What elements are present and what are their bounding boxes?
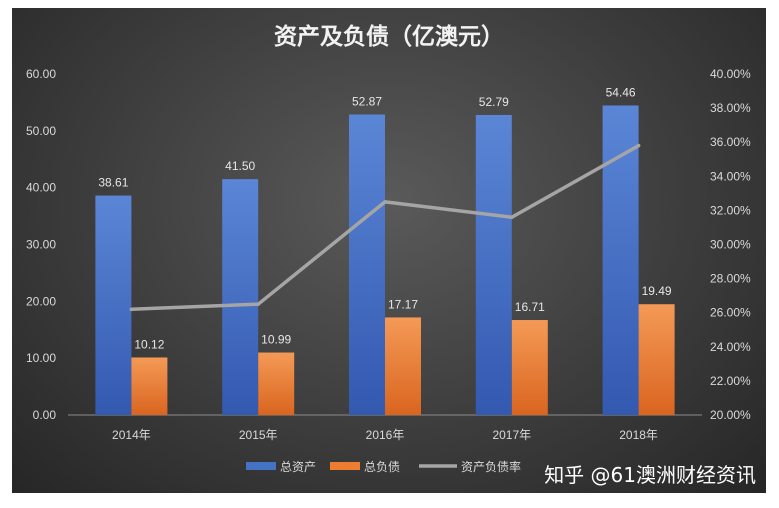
chart-title: 资产及负债（亿澳元） bbox=[274, 23, 504, 50]
legend: 总资产 总负债 资产负债率 bbox=[246, 459, 521, 474]
category-label: 2014年 bbox=[112, 428, 151, 442]
line-series bbox=[129, 143, 641, 312]
right-tick-label: 40.00% bbox=[710, 67, 751, 81]
bar-total-liabilities bbox=[258, 352, 295, 415]
line-point-debt-ratio bbox=[383, 200, 387, 204]
line-point-debt-ratio bbox=[636, 143, 641, 148]
category-label: 2018年 bbox=[619, 428, 658, 442]
bar-series: 38.61 10.12 41.50 10.99 52.87 17.17 52.79 16.71… bbox=[95, 85, 675, 416]
right-tick-label: 34.00% bbox=[710, 169, 751, 183]
bar-total-assets bbox=[602, 105, 639, 416]
right-tick-label: 36.00% bbox=[710, 135, 751, 149]
data-label-total-liabilities: 10.12 bbox=[134, 337, 164, 351]
left-tick-label: 20.00 bbox=[26, 294, 56, 308]
category-label: 2015年 bbox=[239, 428, 278, 442]
right-tick-label: 28.00% bbox=[710, 272, 751, 286]
line-point-debt-ratio bbox=[256, 302, 260, 306]
right-tick-label: 26.00% bbox=[710, 306, 751, 320]
legend-total-liabilities-swatch bbox=[330, 462, 360, 470]
data-label-total-assets: 41.50 bbox=[225, 159, 255, 173]
bar-total-liabilities bbox=[385, 317, 421, 415]
left-tick-label: 0.00 bbox=[33, 408, 57, 422]
left-tick-label: 40.00 bbox=[26, 181, 56, 195]
bar-total-assets bbox=[349, 114, 385, 416]
right-tick-label: 38.00% bbox=[710, 101, 751, 115]
line-point-debt-ratio bbox=[129, 307, 134, 312]
data-label-total-liabilities: 17.17 bbox=[388, 297, 418, 311]
right-tick-label: 30.00% bbox=[710, 238, 751, 252]
watermark: 知乎 @61澳洲财经资讯 bbox=[544, 463, 756, 487]
bar-total-liabilities bbox=[131, 357, 168, 415]
bar-total-liabilities bbox=[511, 320, 548, 415]
data-label-total-assets: 54.46 bbox=[606, 85, 636, 99]
data-label-total-assets: 52.79 bbox=[479, 95, 509, 109]
legend-total-liabilities-label: 总负债 bbox=[364, 460, 400, 474]
right-tick-label: 32.00% bbox=[710, 203, 751, 217]
left-tick-label: 10.00 bbox=[26, 351, 56, 365]
left-tick-label: 30.00 bbox=[26, 238, 56, 252]
right-tick-label: 24.00% bbox=[710, 340, 751, 354]
right-tick-label: 22.00% bbox=[710, 374, 751, 388]
data-label-total-liabilities: 19.49 bbox=[642, 284, 672, 298]
left-tick-label: 50.00 bbox=[26, 124, 56, 138]
right-axis: 20.00% 22.00% 24.00% 26.00% 28.00% 30.00% 32.0… bbox=[710, 67, 751, 422]
category-label: 2016年 bbox=[366, 428, 405, 442]
bar-total-assets bbox=[222, 179, 259, 415]
category-axis: 2014年 2015年 2016年 2017年 2018年 bbox=[112, 428, 658, 442]
bar-total-assets bbox=[95, 195, 132, 415]
category-label: 2017年 bbox=[492, 428, 531, 442]
legend-total-assets-swatch bbox=[246, 462, 276, 470]
data-label-total-liabilities: 16.71 bbox=[515, 300, 545, 314]
chart-frame: 资产及负债（亿澳元） 0.00 10.00 20.00 30.00 40.00 50.00… bbox=[12, 8, 766, 493]
bar-total-liabilities bbox=[638, 304, 675, 415]
data-label-total-liabilities: 10.99 bbox=[261, 333, 291, 347]
bar-total-assets bbox=[475, 114, 512, 415]
legend-debt-ratio-label: 资产负债率 bbox=[461, 459, 521, 474]
legend-total-assets-label: 总资产 bbox=[280, 460, 316, 474]
left-tick-label: 60.00 bbox=[26, 67, 56, 81]
left-axis: 0.00 10.00 20.00 30.00 40.00 50.00 60.00 bbox=[26, 67, 56, 422]
chart: 资产及负债（亿澳元） 0.00 10.00 20.00 30.00 40.00 50.00… bbox=[26, 23, 756, 487]
line-point-debt-ratio bbox=[510, 215, 514, 220]
data-label-total-assets: 38.61 bbox=[98, 176, 128, 190]
right-tick-label: 20.00% bbox=[710, 408, 751, 422]
data-label-total-assets: 52.87 bbox=[352, 95, 382, 109]
